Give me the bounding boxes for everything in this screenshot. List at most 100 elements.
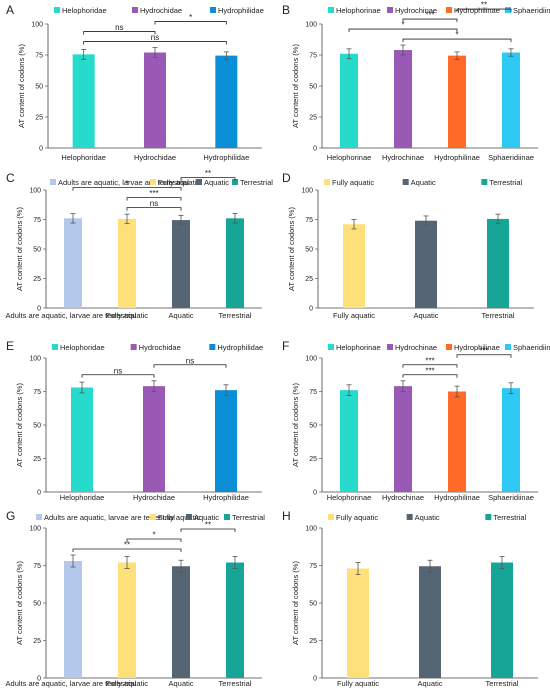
bar: [215, 390, 237, 492]
legend-label: Hydrochinae: [395, 6, 437, 15]
legend-swatch: [505, 7, 511, 13]
panel-letter: B: [282, 3, 290, 17]
bar: [448, 391, 466, 492]
y-tick-label: 25: [309, 115, 317, 122]
legend-swatch: [210, 7, 216, 13]
category-label: Adults are aquatic, larvae are terrestri…: [6, 311, 137, 320]
category-label: Sphaeridiinae: [488, 493, 534, 502]
bar: [118, 218, 136, 308]
category-label: Adults are aquatic, larvae are terrestri…: [6, 679, 137, 688]
legend-label: Hydrophilidae: [217, 343, 263, 352]
significance-label: ns: [186, 356, 194, 365]
y-tick-label: 100: [31, 22, 43, 29]
bar: [64, 218, 82, 308]
legend-label: Aquatic: [411, 178, 436, 187]
significance-label: **: [481, 1, 487, 10]
chart-panel-a: A Helophoridae Hydrochidae Hydrophilidae 0 25…: [6, 3, 264, 162]
chart-panel-e: E Helophoridae Hydrochidae Hydrophilidae 0 25…: [6, 339, 263, 502]
y-axis-label: AT content of codons (%): [291, 44, 300, 128]
chart-panel-b: B Helophorinae Hydrochinae Hydrophilinae Sph…: [282, 1, 550, 162]
significance-bracket: [402, 18, 458, 23]
y-tick-label: 0: [37, 306, 41, 313]
significance-bracket: [180, 528, 236, 532]
legend-swatch: [196, 179, 202, 185]
category-label: Aquatic: [413, 311, 438, 320]
category-label: Fully aquatic: [106, 311, 148, 320]
y-tick-label: 100: [305, 22, 317, 29]
y-tick-label: 0: [37, 490, 41, 497]
panel-letter: A: [6, 3, 14, 17]
y-tick-label: 100: [305, 526, 317, 533]
legend-swatch: [50, 179, 56, 185]
significance-bracket: [180, 177, 236, 181]
y-tick-label: 50: [33, 423, 41, 430]
y-tick-label: 75: [309, 563, 317, 570]
category-label: Sphaeridiinae: [488, 153, 534, 162]
category-label: Helophoridae: [61, 153, 106, 162]
significance-label: **: [205, 169, 211, 178]
legend-swatch: [387, 7, 393, 13]
bar: [143, 386, 165, 492]
legend-label: Adults are aquatic, larvae are terrestri…: [44, 513, 175, 522]
y-tick-label: 75: [309, 389, 317, 396]
chart-panel-f: F Helophorinae Hydrochinae Hydrophilinae Sph…: [282, 339, 550, 502]
bar: [226, 218, 244, 308]
y-tick-label: 25: [309, 638, 317, 645]
y-tick-label: 25: [33, 276, 41, 283]
significance-bracket: [126, 207, 182, 211]
legend-label: Fully aquatic: [332, 178, 374, 187]
significance-label: *: [189, 13, 192, 22]
category-label: Helophoridae: [60, 493, 105, 502]
significance-bracket: [83, 31, 156, 35]
bar: [64, 561, 82, 678]
y-tick-label: 0: [313, 146, 317, 153]
legend-label: Hydrochinae: [395, 343, 437, 352]
bar: [502, 52, 520, 148]
legend-swatch: [324, 179, 330, 185]
legend-swatch: [150, 514, 156, 520]
significance-label: ns: [151, 33, 159, 42]
panel-letter: H: [282, 509, 291, 523]
legend-label: Hydrophilinae: [454, 343, 500, 352]
bar: [340, 53, 358, 149]
y-tick-label: 100: [305, 356, 317, 363]
bar: [419, 566, 441, 678]
category-label: Hydrophilinae: [434, 493, 480, 502]
significance-label: *: [152, 531, 155, 540]
category-label: Hydrochinae: [382, 493, 424, 502]
significance-bracket: [72, 548, 182, 552]
legend-swatch: [328, 514, 334, 520]
bar: [118, 562, 136, 678]
y-tick-label: 100: [29, 188, 41, 195]
panel-letter: C: [6, 171, 15, 185]
significance-label: **: [124, 541, 130, 550]
chart-panel-g: G Adults are aquatic, larvae are terrestr…: [6, 509, 266, 688]
legend-label: Hydrophilinae: [454, 6, 500, 15]
significance-label: ns: [115, 23, 123, 32]
significance-label: *: [455, 31, 458, 40]
bar: [72, 54, 95, 148]
legend-swatch: [232, 179, 238, 185]
legend-swatch: [485, 514, 492, 520]
legend-swatch: [150, 179, 156, 185]
y-tick-label: 50: [33, 601, 41, 608]
significance-bracket: [402, 374, 458, 378]
bar: [172, 220, 190, 308]
significance-label: ns: [150, 199, 158, 208]
bar: [215, 55, 238, 149]
legend-swatch: [328, 344, 334, 350]
legend-label: Helophorinae: [336, 6, 381, 15]
legend-label: Hydrochidae: [140, 6, 182, 15]
y-tick-label: 75: [33, 563, 41, 570]
panel-letter: G: [6, 509, 15, 523]
y-axis-label: AT content of codons (%): [291, 561, 300, 645]
legend-swatch: [130, 344, 137, 350]
legend-label: Hydrochidae: [139, 343, 181, 352]
legend-swatch: [446, 344, 452, 350]
y-tick-label: 75: [309, 53, 317, 60]
legend-label: Aquatic: [204, 178, 229, 187]
significance-bracket: [83, 41, 227, 45]
legend-label: Helophoridae: [60, 343, 105, 352]
category-label: Aquatic: [168, 311, 193, 320]
